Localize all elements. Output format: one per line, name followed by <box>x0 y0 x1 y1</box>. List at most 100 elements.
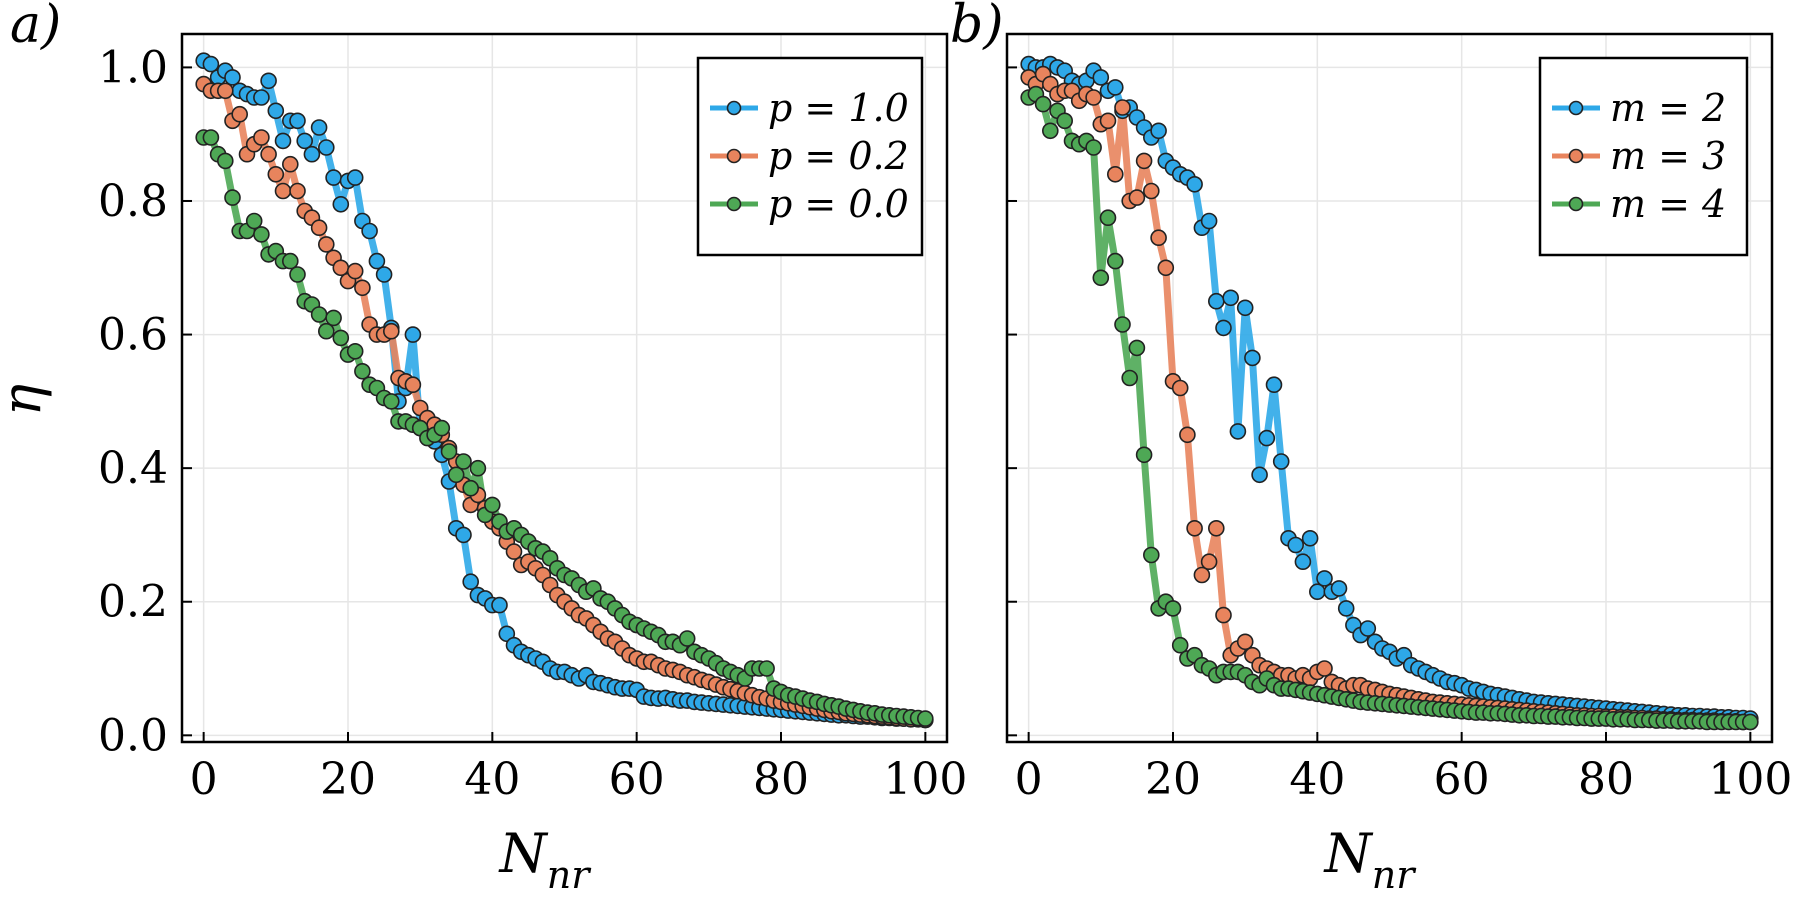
data-point <box>404 326 422 343</box>
data-point <box>1034 95 1052 113</box>
data-point <box>447 466 465 484</box>
legend: m = 2m = 3m = 4 <box>1538 56 1749 257</box>
data-point <box>433 419 451 437</box>
data-point <box>1359 620 1377 637</box>
x-tick-label: 60 <box>1434 754 1490 805</box>
data-point <box>346 262 364 280</box>
x-tick-label: 80 <box>753 754 809 805</box>
y-axis-label: η <box>0 384 53 416</box>
data-point <box>1186 519 1203 537</box>
data-point <box>1171 636 1189 654</box>
data-point <box>202 129 220 146</box>
plot-frame <box>1005 32 1774 744</box>
data-point <box>1128 339 1146 357</box>
data-point <box>325 309 342 327</box>
panel-label: b) <box>950 0 1004 55</box>
data-point <box>1265 376 1283 394</box>
data-point <box>354 279 371 297</box>
data-point <box>1258 429 1276 447</box>
x-tick-label: 40 <box>1289 754 1345 805</box>
data-point <box>1085 139 1102 156</box>
data-point <box>1107 166 1124 183</box>
data-point <box>361 222 378 240</box>
data-point <box>678 630 696 647</box>
data-point <box>382 393 400 410</box>
data-point <box>1157 259 1175 277</box>
y-tick-label: 0.8 <box>98 176 168 227</box>
legend-entry-label: m = 4 <box>1610 182 1726 226</box>
data-point <box>1301 529 1319 547</box>
panel-label: a) <box>10 0 61 55</box>
data-point <box>440 443 458 460</box>
data-point <box>303 145 321 163</box>
data-point <box>1200 553 1218 571</box>
data-point <box>346 169 364 186</box>
data-point <box>310 119 328 136</box>
x-tick-label: 80 <box>1578 754 1634 805</box>
data-point <box>354 362 371 380</box>
data-point <box>1107 79 1124 96</box>
data-point <box>1287 536 1304 554</box>
data-point <box>317 322 335 340</box>
data-point <box>1208 292 1225 310</box>
legend-entry-label: m = 3 <box>1610 134 1726 178</box>
legend-swatch-marker <box>726 100 742 116</box>
legend-swatch-marker <box>1568 148 1584 164</box>
y-tick-label: 0.0 <box>98 710 168 761</box>
data-point <box>289 112 306 130</box>
legend: p = 1.0p = 0.2p = 0.0 <box>696 56 924 257</box>
data-point <box>455 453 472 470</box>
y-tick-label: 0.6 <box>98 310 168 361</box>
data-point <box>1099 209 1117 226</box>
data-point <box>1150 122 1167 140</box>
data-point <box>253 89 270 106</box>
data-point <box>404 376 422 394</box>
data-point <box>217 82 234 100</box>
data-point <box>260 72 277 90</box>
data-point <box>1272 453 1290 470</box>
data-point <box>1236 299 1254 317</box>
legend-swatch-marker <box>726 148 742 164</box>
data-point <box>483 496 501 514</box>
legend-swatch-marker <box>726 196 742 212</box>
x-tick-label: 20 <box>1145 754 1201 805</box>
x-tick-label: 40 <box>464 754 520 805</box>
data-point <box>1150 229 1167 246</box>
data-point <box>253 129 270 146</box>
data-point <box>1330 580 1348 597</box>
data-point <box>1316 570 1333 587</box>
data-point <box>1135 152 1153 170</box>
legend-swatch-marker <box>1568 100 1584 116</box>
x-tick-label: 60 <box>609 754 665 805</box>
x-tick-label: 0 <box>1015 754 1043 805</box>
data-point <box>1128 189 1146 206</box>
data-point <box>382 322 400 340</box>
legend-swatch-marker <box>1568 196 1584 212</box>
data-point <box>1092 269 1110 287</box>
data-point <box>1294 553 1312 571</box>
data-point <box>1337 600 1355 617</box>
data-point <box>1099 112 1117 130</box>
data-point <box>245 212 263 230</box>
legend-entry-label: m = 2 <box>1610 86 1726 130</box>
data-point <box>325 169 342 186</box>
data-point <box>224 69 241 86</box>
data-point <box>1244 349 1261 367</box>
data-point <box>231 105 248 123</box>
x-axis-label-main: N <box>498 822 549 885</box>
data-point <box>1092 69 1110 86</box>
data-point <box>375 266 393 283</box>
y-tick-label: 0.4 <box>98 443 168 494</box>
data-point <box>267 102 285 120</box>
data-point <box>1229 423 1247 440</box>
data-point <box>1179 426 1196 444</box>
data-point <box>332 329 350 347</box>
data-point <box>317 139 335 156</box>
data-point <box>289 182 306 200</box>
data-point <box>1208 519 1225 537</box>
data-point <box>1107 252 1124 270</box>
legend-entry-label: p = 1.0 <box>768 86 909 130</box>
data-point <box>281 155 299 173</box>
data-point <box>274 132 292 150</box>
y-tick-label: 0.2 <box>98 577 168 628</box>
